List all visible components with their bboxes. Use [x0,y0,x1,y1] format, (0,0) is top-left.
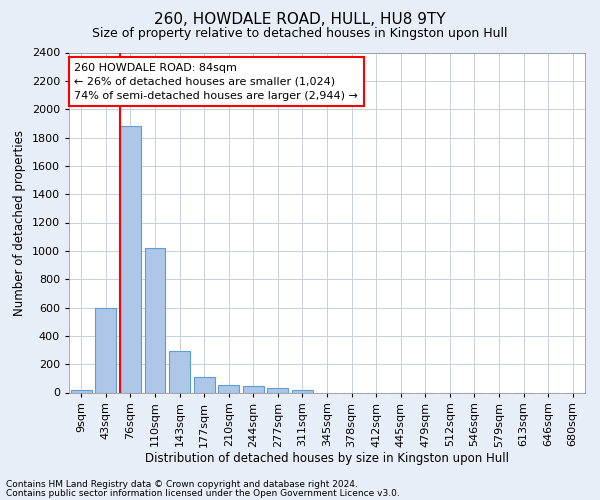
Bar [194,377,215,392]
Bar [95,308,116,392]
Bar [218,386,239,392]
X-axis label: Distribution of detached houses by size in Kingston upon Hull: Distribution of detached houses by size … [145,452,509,465]
Text: 260, HOWDALE ROAD, HULL, HU8 9TY: 260, HOWDALE ROAD, HULL, HU8 9TY [154,12,446,28]
Text: Size of property relative to detached houses in Kingston upon Hull: Size of property relative to detached ho… [92,28,508,40]
Bar [243,386,264,392]
Bar [169,350,190,393]
Bar [292,390,313,392]
Text: Contains public sector information licensed under the Open Government Licence v3: Contains public sector information licen… [6,489,400,498]
Text: Contains HM Land Registry data © Crown copyright and database right 2024.: Contains HM Land Registry data © Crown c… [6,480,358,489]
Bar [120,126,141,392]
Text: 260 HOWDALE ROAD: 84sqm
← 26% of detached houses are smaller (1,024)
74% of semi: 260 HOWDALE ROAD: 84sqm ← 26% of detache… [74,62,358,100]
Y-axis label: Number of detached properties: Number of detached properties [13,130,26,316]
Bar [145,248,166,392]
Bar [71,390,92,392]
Bar [268,388,289,392]
